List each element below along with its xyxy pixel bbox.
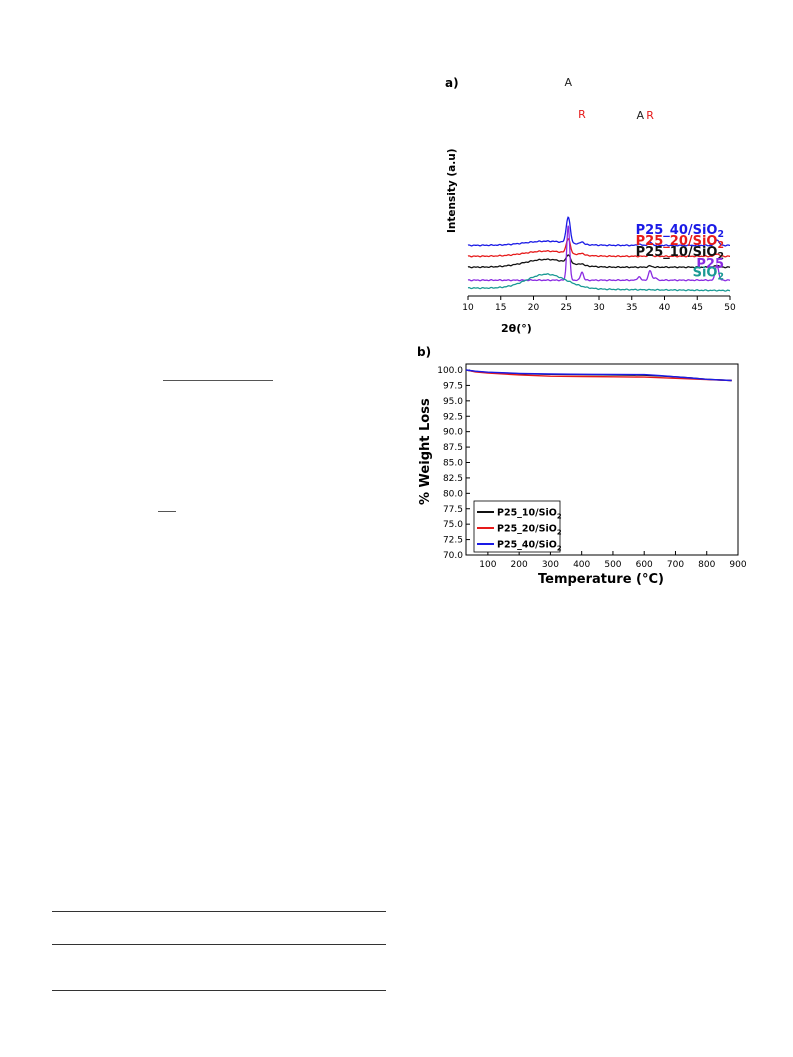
- xrd-series-label-sio2: SiO2: [693, 266, 724, 283]
- xrd-curves: [467, 216, 731, 292]
- tga-x-tick-label: 600: [636, 560, 653, 570]
- tga-x-tick-label: 300: [542, 560, 559, 570]
- xrd-series-label-p25-10-sio2: P25_10/SiO2: [636, 245, 724, 262]
- text-underline-short: [158, 511, 176, 512]
- tga-x-tick-label: 800: [698, 560, 715, 570]
- tga-y-tick-label: 75.0: [443, 520, 463, 530]
- xrd-x-tick-label: 15: [495, 303, 506, 313]
- tga-x-tick-label: 400: [573, 560, 590, 570]
- tga-y-tick-label: 90.0: [443, 428, 463, 438]
- tga-series-line-p25-40-sio2: [465, 369, 732, 382]
- xrd-series-label-p25: P25: [696, 257, 724, 272]
- tga-legend: P25_10/SiO2 P25_20/SiO2 P25_40/SiO2: [473, 500, 562, 553]
- xrd-x-tick-label: 50: [724, 303, 736, 313]
- xrd-peak-annotations: AR A R: [564, 76, 654, 122]
- tga-legend-label-p25-20-sio2: P25_20/SiO2: [497, 524, 562, 537]
- xrd-x-tick-label: 45: [692, 303, 703, 313]
- xrd-x-axis-title: 2θ(°): [501, 322, 532, 335]
- xrd-series-line-p25-40-sio2: [467, 216, 730, 247]
- xrd-x-tick-label: 25: [561, 303, 572, 313]
- tga-y-tick-label: 70.0: [443, 551, 463, 561]
- tga-plot-frame: [465, 363, 739, 556]
- xrd-panel: a) P25_40/SiO2P25_20/SiO2P25_10/SiO2P25S…: [445, 76, 736, 335]
- xrd-x-tick-label: 30: [593, 303, 605, 313]
- tga-y-axis-title: % Weight Loss: [418, 398, 433, 505]
- xrd-peak-label-a: A: [564, 76, 572, 89]
- xrd-x-tick-label: 20: [528, 303, 540, 313]
- tga-y-tick-label: 72.5: [443, 536, 463, 546]
- table-rule-middle: [52, 944, 386, 945]
- xrd-panel-label: a): [445, 76, 459, 90]
- tga-y-tick-label: 82.5: [443, 474, 463, 484]
- tga-y-tick-label: 87.5: [443, 443, 463, 453]
- tga-x-tick-label: 200: [511, 560, 528, 570]
- table-rule-bottom: [52, 990, 386, 991]
- tga-legend-label-p25-40-sio2: P25_40/SiO2: [497, 540, 562, 553]
- xrd-series-label-p25-40-sio2: P25_40/SiO2: [636, 223, 724, 240]
- tga-y-ticks: 70.0 72.5 75.0 77.5 80.0 82.5 85.0 87.5 90.0 92.5…: [437, 366, 470, 561]
- xrd-x-tick-label: 35: [626, 303, 637, 313]
- tga-y-tick-label: 92.5: [443, 412, 463, 422]
- tga-y-tick-label: 97.5: [443, 381, 463, 391]
- xrd-x-tick-label: 40: [659, 303, 671, 313]
- xrd-series-label-p25-20-sio2: P25_20/SiO2: [636, 234, 724, 251]
- text-underline-long: [163, 380, 273, 381]
- tga-legend-label-p25-10-sio2: P25_10/SiO2: [497, 508, 562, 521]
- xrd-peak-label-r: R: [578, 108, 586, 121]
- table-rule-top: [52, 911, 386, 912]
- xrd-y-axis-title: Intensity (a.u): [446, 148, 458, 233]
- tga-curves: [465, 369, 732, 382]
- tga-y-tick-label: 100.0: [437, 366, 463, 376]
- xrd-peak-label-r: R: [646, 109, 654, 122]
- xrd-x-ticks: 10 15 20 25 30 35 40 45 50: [462, 296, 736, 313]
- tga-panel-label: b): [417, 345, 431, 359]
- xrd-series-line-p25-10-sio2: [467, 254, 731, 269]
- xrd-peak-label-a: A: [636, 109, 644, 122]
- xrd-series-line-sio2: [467, 273, 731, 292]
- xrd-series-line-p25: [467, 225, 731, 282]
- tga-x-tick-label: 100: [479, 560, 496, 570]
- tga-series-line-p25-20-sio2: [465, 369, 732, 382]
- xrd-series-line-p25-20-sio2: [467, 238, 730, 258]
- xrd-x-tick-label: 10: [462, 303, 474, 313]
- tga-x-tick-label: 700: [667, 560, 684, 570]
- tga-y-tick-label: 85.0: [443, 459, 463, 469]
- tga-y-tick-label: 80.0: [443, 489, 463, 499]
- tga-x-axis-title: Temperature (°C): [538, 572, 664, 587]
- tga-x-tick-label: 900: [729, 560, 746, 570]
- tga-x-ticks: 100 200 300 400 500 600 700 800 900: [479, 551, 747, 570]
- tga-panel: b) 70.0 72.5 75.0 77.5 80.0 82.5 85.0 87.5 90.0 9…: [417, 345, 747, 587]
- tga-y-tick-label: 77.5: [443, 505, 463, 515]
- tga-y-tick-label: 95.0: [443, 397, 463, 407]
- tga-x-tick-label: 500: [604, 560, 621, 570]
